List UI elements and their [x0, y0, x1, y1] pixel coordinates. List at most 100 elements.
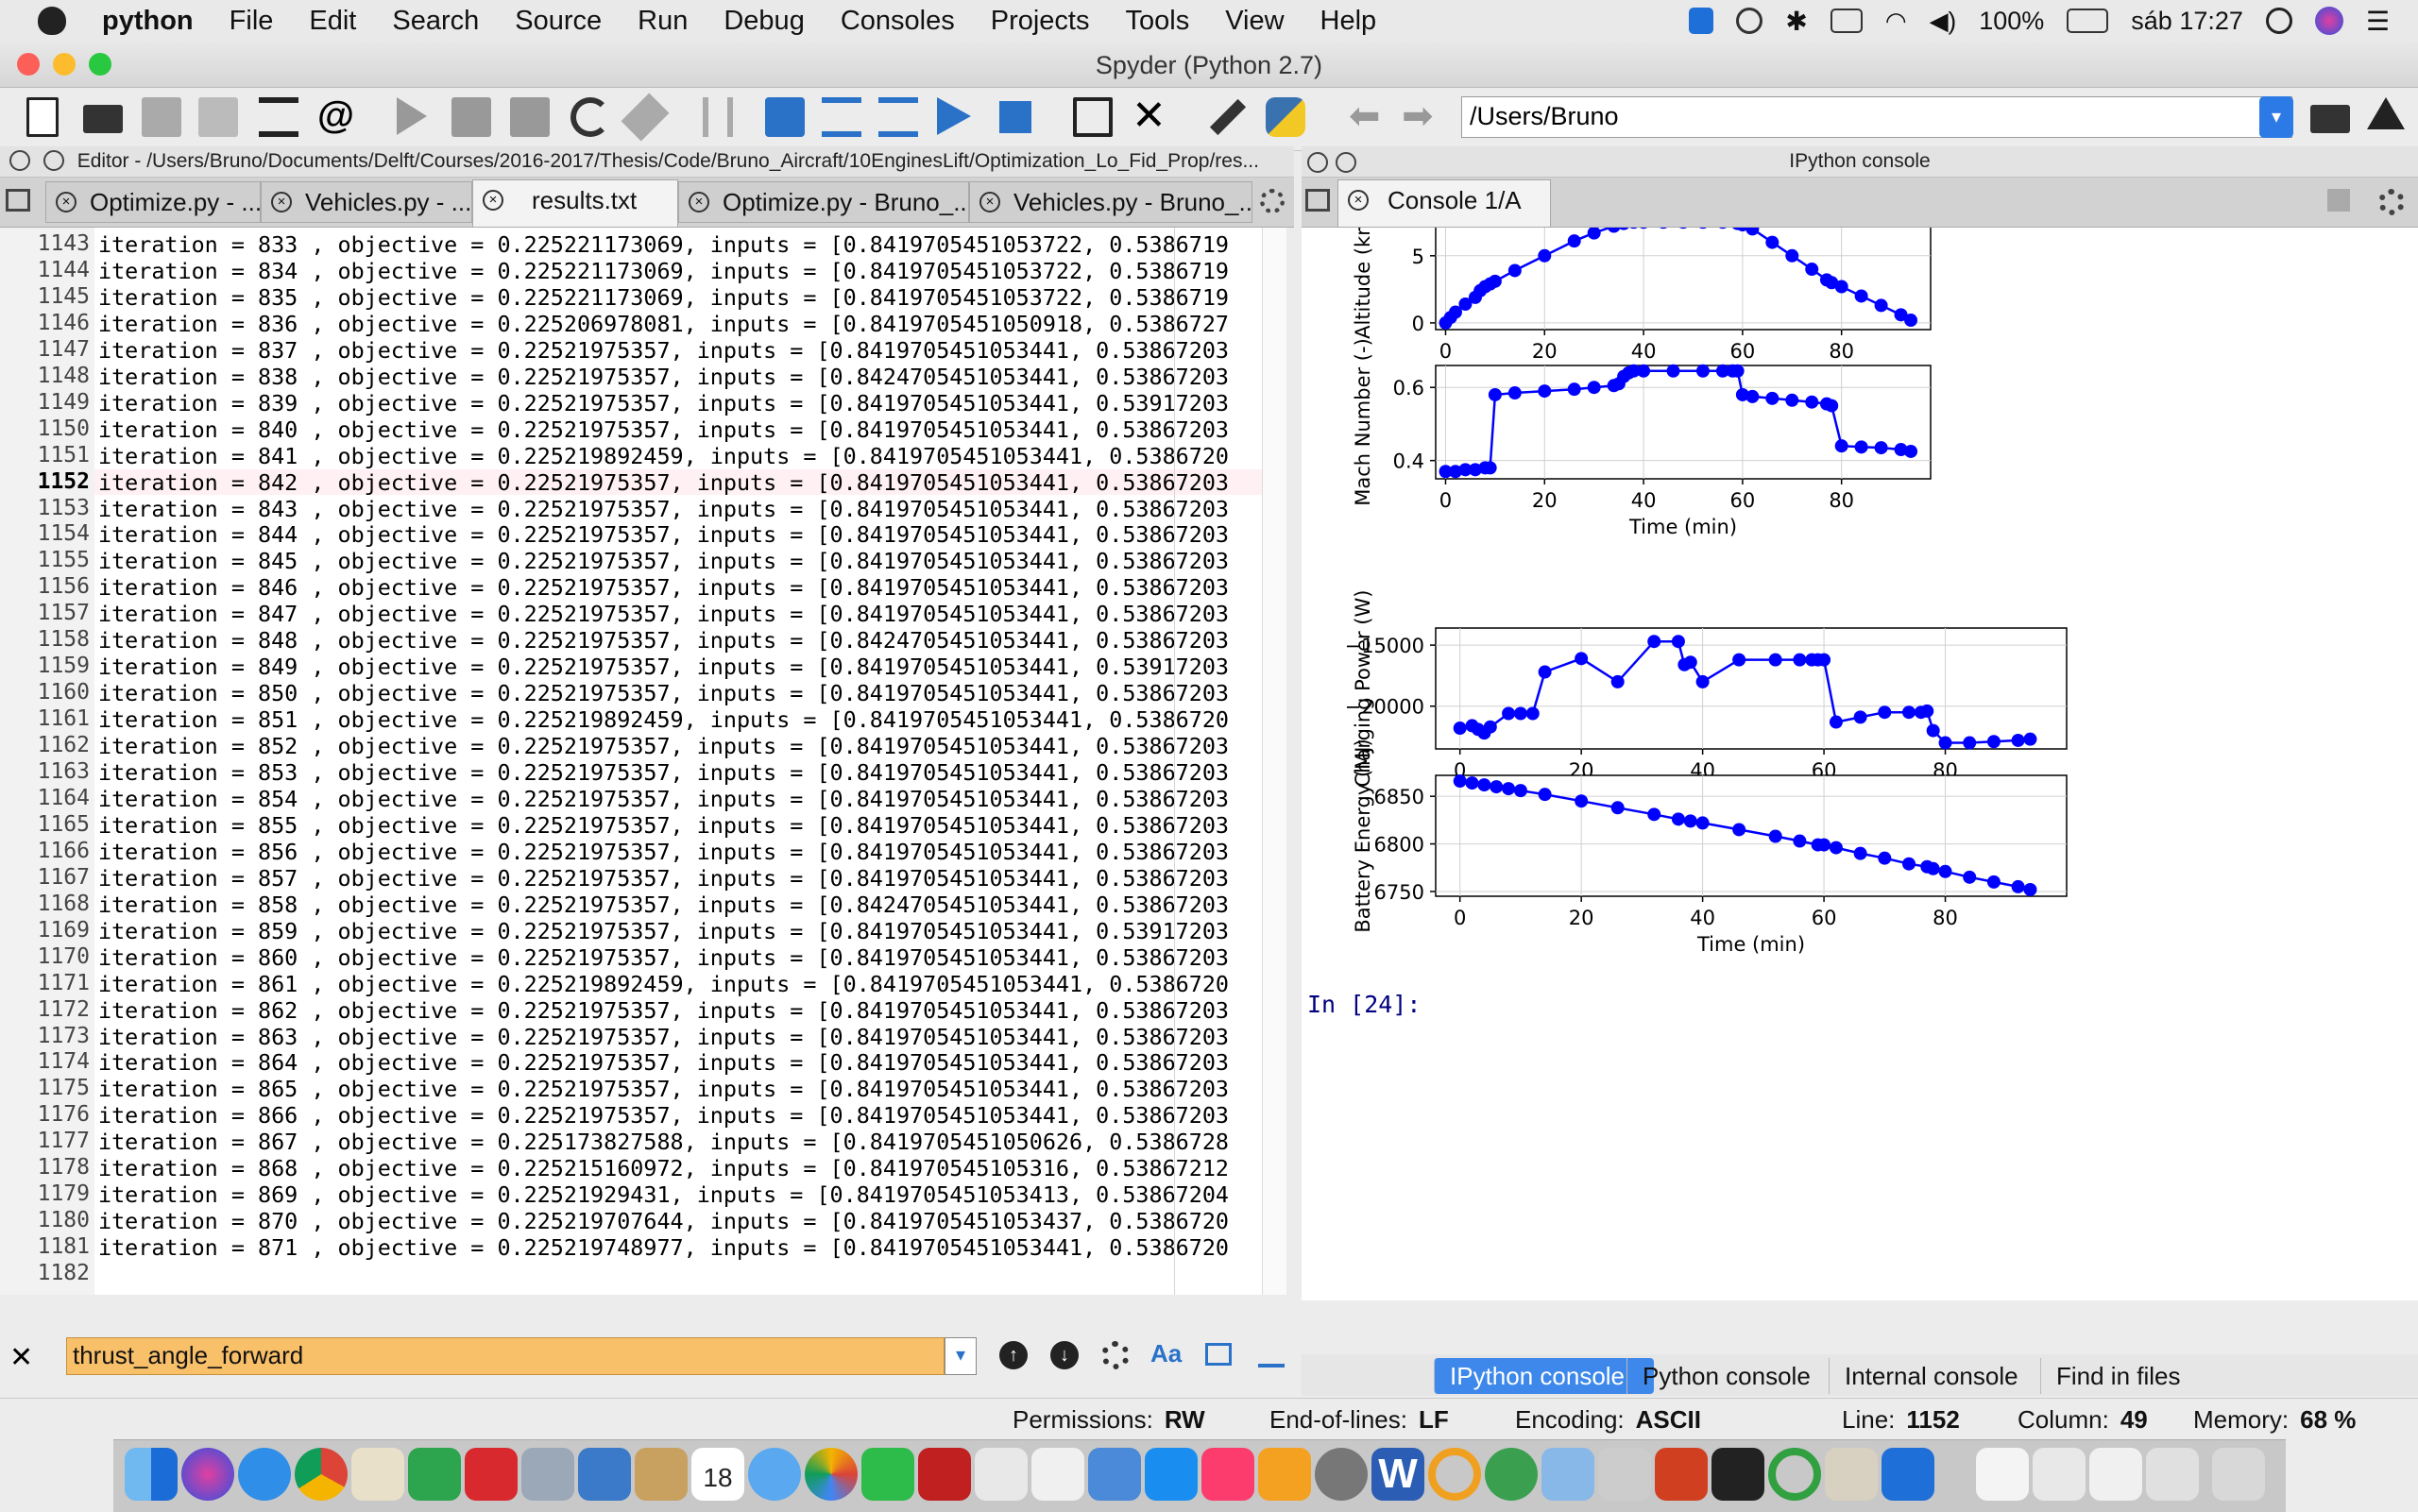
run-cell-icon[interactable]	[451, 97, 491, 137]
keychain-dock-icon[interactable]	[1825, 1448, 1878, 1501]
code-line[interactable]: iteration = 858 , objective = 0.22521975…	[98, 891, 1229, 918]
menu-run[interactable]: Run	[638, 5, 689, 36]
code-line[interactable]: iteration = 848 , objective = 0.22521975…	[98, 627, 1229, 654]
users-app-dock-icon[interactable]	[1541, 1448, 1594, 1501]
close-tab-icon[interactable]: ×	[56, 192, 77, 212]
battery-icon[interactable]	[2067, 8, 2109, 33]
code-line[interactable]: iteration = 835 , objective = 0.22522117…	[98, 283, 1229, 311]
app-menu[interactable]: python	[102, 5, 194, 36]
tab-results-txt[interactable]: × results.txt	[472, 179, 678, 227]
textedit-dock-icon[interactable]	[975, 1448, 1028, 1501]
globe-app-dock-icon[interactable]	[1485, 1448, 1538, 1501]
document-dock-icon[interactable]	[1976, 1448, 2029, 1501]
editor-scrollbar[interactable]	[1262, 228, 1286, 1295]
code-line[interactable]: iteration = 841 , objective = 0.22521989…	[98, 442, 1229, 469]
code-line[interactable]: iteration = 847 , objective = 0.22521975…	[98, 601, 1229, 628]
menu-source[interactable]: Source	[515, 5, 603, 36]
calendar-dock-icon[interactable]: 18	[691, 1448, 744, 1501]
code-line[interactable]: iteration = 851 , objective = 0.22521989…	[98, 706, 1229, 734]
tab-find-in-files[interactable]: Find in files	[2040, 1358, 2241, 1394]
code-line[interactable]: iteration = 859 , objective = 0.22521975…	[98, 917, 1229, 944]
menu-help[interactable]: Help	[1320, 5, 1377, 36]
code-line[interactable]: iteration = 833 , objective = 0.22522117…	[98, 231, 1229, 258]
step-return-icon[interactable]	[878, 97, 918, 137]
network-app-dock-icon[interactable]	[1598, 1448, 1651, 1501]
run-icon[interactable]	[397, 97, 427, 135]
preview-dock-icon[interactable]	[351, 1448, 404, 1501]
window-2-dock-icon[interactable]	[2146, 1448, 2199, 1501]
code-line[interactable]: iteration = 852 , objective = 0.22521975…	[98, 733, 1229, 760]
close-tab-icon[interactable]: ×	[979, 192, 1000, 212]
numbers-dock-icon[interactable]	[1031, 1448, 1084, 1501]
code-line[interactable]: iteration = 853 , objective = 0.22521975…	[98, 759, 1229, 786]
code-line[interactable]: iteration = 837 , objective = 0.22521975…	[98, 336, 1229, 364]
menu-tools[interactable]: Tools	[1125, 5, 1190, 36]
save-file-icon[interactable]	[142, 97, 181, 137]
close-find-icon[interactable]: ✕	[9, 1342, 34, 1373]
ibooks-dock-icon[interactable]	[1258, 1448, 1311, 1501]
code-line[interactable]: iteration = 861 , objective = 0.22521989…	[98, 970, 1229, 997]
configure-run-icon[interactable]	[621, 93, 670, 142]
at-symbol-icon[interactable]: @	[317, 94, 355, 136]
code-line[interactable]: iteration = 846 , objective = 0.22521975…	[98, 574, 1229, 602]
notification-center-icon[interactable]: ☰	[2365, 6, 2390, 36]
undock-pane-icon[interactable]	[43, 150, 64, 171]
python-path-icon[interactable]	[1266, 97, 1305, 137]
preferences-wrench-icon[interactable]	[1209, 98, 1247, 136]
save-all-icon[interactable]	[198, 97, 238, 137]
excel-x-dock-icon[interactable]	[408, 1448, 461, 1501]
code-line[interactable]: iteration = 844 , objective = 0.22521975…	[98, 521, 1229, 549]
step-icon[interactable]	[765, 97, 805, 137]
messages-dock-icon[interactable]	[748, 1448, 801, 1501]
launchpad-dock-icon[interactable]	[521, 1448, 574, 1501]
find-history-dropdown[interactable]: ▾	[945, 1337, 977, 1375]
code-line[interactable]: iteration = 866 , objective = 0.22521975…	[98, 1102, 1229, 1130]
time-machine-icon[interactable]	[1736, 8, 1763, 34]
archive-dock-icon[interactable]	[635, 1448, 688, 1501]
code-line[interactable]: iteration = 850 , objective = 0.22521975…	[98, 680, 1229, 707]
acrobat-dock-icon[interactable]	[465, 1448, 518, 1501]
code-line[interactable]: iteration = 834 , objective = 0.22522117…	[98, 257, 1229, 284]
code-line[interactable]: iteration = 869 , objective = 0.22521929…	[98, 1181, 1229, 1209]
debug-icon[interactable]	[703, 97, 733, 137]
browse-tabs-icon[interactable]	[6, 189, 30, 212]
menubar-clock[interactable]: sáb 17:27	[2131, 6, 2243, 35]
siri-dock-icon[interactable]	[181, 1448, 234, 1501]
spotlight-search-icon[interactable]	[2265, 8, 2292, 34]
forward-arrow-icon[interactable]: ➡	[1402, 95, 1434, 137]
itunes-dock-icon[interactable]	[1201, 1448, 1254, 1501]
close-tab-icon[interactable]: ×	[689, 192, 709, 212]
wifi-icon[interactable]: ◠	[1884, 6, 1907, 35]
tab-python-console[interactable]: Python console	[1626, 1358, 1856, 1394]
code-line[interactable]: iteration = 860 , objective = 0.22521975…	[98, 943, 1229, 971]
whole-words-icon[interactable]	[1205, 1343, 1232, 1366]
menu-view[interactable]: View	[1225, 5, 1285, 36]
browse-directory-icon[interactable]	[2310, 105, 2350, 133]
system-preferences-dock-icon[interactable]	[1315, 1448, 1368, 1501]
new-file-icon[interactable]	[26, 97, 59, 137]
code-line[interactable]: iteration = 849 , objective = 0.22521975…	[98, 654, 1229, 681]
regex-gear-icon[interactable]	[1101, 1341, 1130, 1369]
highlight-matches-icon[interactable]	[1258, 1341, 1285, 1368]
word-dock-icon[interactable]: W	[1371, 1448, 1424, 1501]
code-line[interactable]: iteration = 840 , objective = 0.22521975…	[98, 416, 1229, 443]
menu-consoles[interactable]: Consoles	[840, 5, 955, 36]
code-line[interactable]: iteration = 843 , objective = 0.22521975…	[98, 495, 1229, 522]
menu-file[interactable]: File	[229, 5, 274, 36]
powerpoint-dock-icon[interactable]	[1655, 1448, 1708, 1501]
menu-projects[interactable]: Projects	[990, 5, 1090, 36]
stop-debug-icon[interactable]	[999, 101, 1031, 133]
working-directory-dropdown[interactable]: ▾	[2259, 96, 2293, 138]
browse-consoles-icon[interactable]	[1305, 189, 1330, 212]
close-tab-icon[interactable]: ×	[1348, 190, 1369, 211]
close-tab-icon[interactable]: ×	[271, 192, 292, 212]
photobooth-dock-icon[interactable]	[918, 1448, 971, 1501]
menu-debug[interactable]: Debug	[724, 5, 805, 36]
apple-menu-icon[interactable]	[38, 7, 66, 35]
tab-vehicles-py-1[interactable]: × Vehicles.py - ...	[261, 181, 472, 223]
circle-app-dock-icon[interactable]	[1428, 1448, 1481, 1501]
ipython-console-output[interactable]: 0 20 40 60 80 0 5 Altitude (km) 0 20 40 60 80 0.4 0.6 M…	[1302, 228, 2418, 1300]
chrome-dock-icon[interactable]	[295, 1448, 348, 1501]
step-into-icon[interactable]	[822, 97, 861, 137]
bluetooth-icon[interactable]: ✱	[1785, 6, 1808, 36]
